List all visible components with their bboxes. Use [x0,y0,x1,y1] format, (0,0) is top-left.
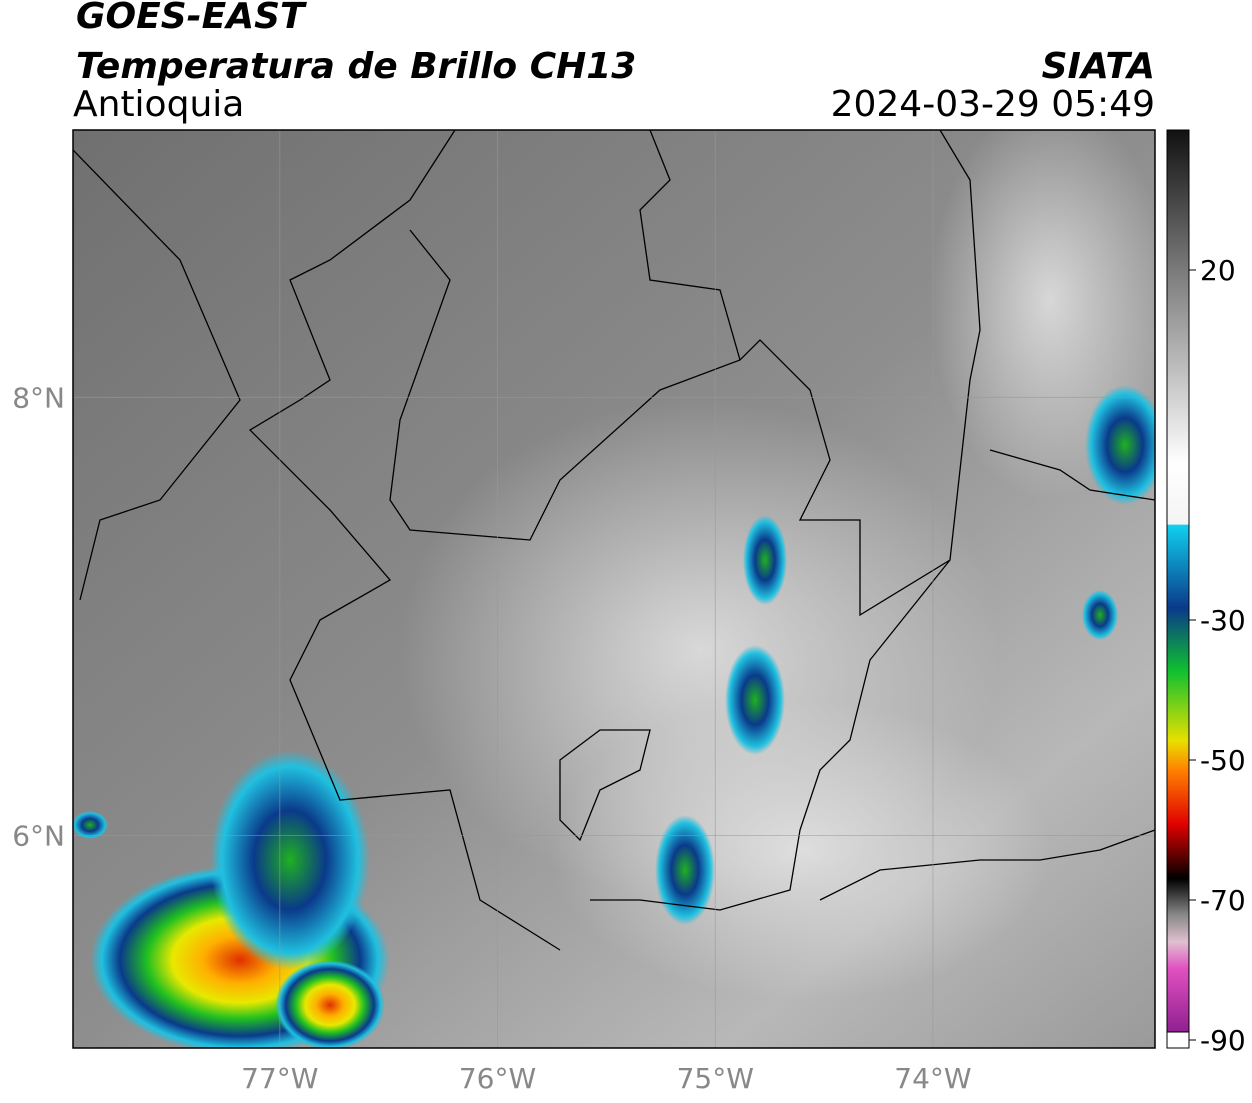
header-region: Antioquia [73,84,244,125]
colorbar-tick-label: -30 [1200,604,1246,637]
x-tick-label: 77°W [241,1062,318,1095]
colorbar-tick-label: -50 [1200,744,1246,777]
colorbar [1167,130,1189,1032]
colorbar-tick-label: -90 [1200,1024,1246,1057]
map-frame [72,129,1156,1049]
satellite-image [73,130,1155,1048]
y-tick-label: 8°N [12,381,65,414]
header-line: GOES-EAST [76,0,307,37]
colorbar-tick-label: -70 [1200,884,1246,917]
header-datetime: 2024-03-29 05:49 [831,84,1155,125]
header-title: Temperatura de Brillo CH13 [76,46,636,87]
x-tick-label: 76°W [459,1062,536,1095]
colorbar-frame [1166,129,1190,1033]
x-tick-label: 75°W [677,1062,754,1095]
x-tick-label: 74°W [894,1062,971,1095]
header-source: SIATA [1042,46,1155,87]
y-tick-label: 6°N [12,819,65,852]
colorbar-extension [1166,1031,1190,1049]
colorbar-tick-label: 20 [1200,254,1236,287]
